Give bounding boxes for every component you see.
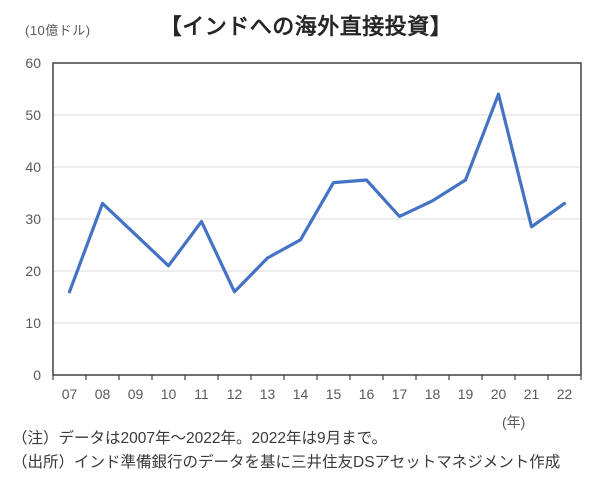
x-tick-label: 07 [62,386,78,402]
x-tick-label: 14 [293,386,309,402]
x-tick-label: 10 [161,386,177,402]
y-tick-label: 50 [25,107,41,123]
x-tick-label: 09 [128,386,144,402]
y-tick-label: 0 [33,367,41,383]
x-tick-label: 15 [326,386,342,402]
x-tick-label: 12 [227,386,243,402]
x-axis-unit-label: (年) [502,414,526,430]
x-tick-label: 17 [392,386,408,402]
x-tick-label: 13 [260,386,276,402]
fdi-data-line [67,92,567,294]
fdi-line-chart: 0 10 20 30 40 50 60 07 08 09 10 11 12 13 14 15 16 17 18 19 2… [25,55,582,402]
note-source: （出所）インド準備銀行のデータを基に三井住友DSアセットマネジメント作成 [12,453,561,471]
x-tick-label: 22 [557,386,573,402]
x-tick-label: 08 [95,386,111,402]
x-tick-label: 19 [458,386,474,402]
y-tick-label: 60 [25,55,41,71]
chart-title: 【インドへの海外直接投資】 [159,14,453,39]
y-tick-label: 20 [25,263,41,279]
x-tick-label: 16 [359,386,375,402]
y-axis-unit-label: (10億ドル) [25,23,91,38]
x-tick-label: 21 [524,386,540,402]
x-tick-label: 20 [491,386,507,402]
x-tick-label: 11 [194,386,209,402]
plot-area-border [52,62,582,376]
x-tick-label: 18 [425,386,441,402]
y-tick-label: 40 [25,159,41,175]
note-data-range: （注）データは2007年～2022年。2022年は9月まで。 [12,430,387,447]
footnotes: （注）データは2007年～2022年。2022年は9月まで。 （出所）インド準備… [12,427,608,474]
y-tick-label: 10 [25,315,41,331]
y-tick-label: 30 [25,211,41,227]
